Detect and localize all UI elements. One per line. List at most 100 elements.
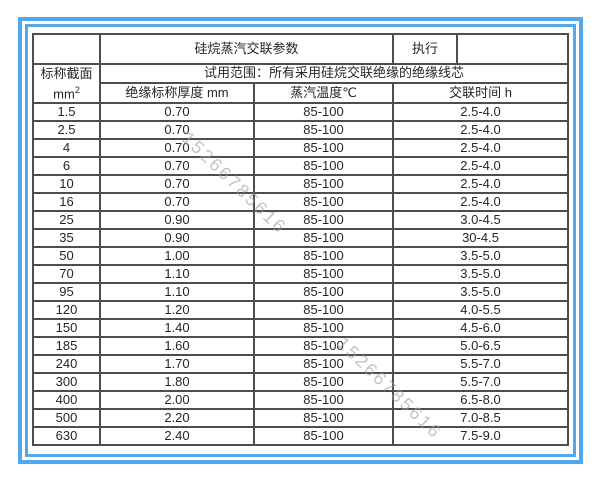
table-row: 630 2.40 85-100 7.5-9.0: [32, 426, 570, 447]
cell-steam-temperature: 85-100: [252, 138, 395, 159]
table-row: 16 0.70 85-100 2.5-4.0: [32, 192, 570, 213]
cell-insulation-thickness: 0.70: [99, 120, 255, 141]
table-row: 4 0.70 85-100 2.5-4.0: [32, 138, 570, 159]
execute-value-cell: [456, 33, 570, 65]
cell-steam-temperature: 85-100: [252, 390, 395, 411]
cell-nominal-section: 150: [32, 318, 101, 339]
table-row: 25 0.90 85-100 3.0-4.5: [32, 210, 570, 231]
cell-steam-temperature: 85-100: [252, 228, 395, 249]
cell-insulation-thickness: 2.00: [99, 390, 255, 411]
cell-insulation-thickness: 1.80: [99, 372, 255, 393]
outer-frame-border: 硅烷蒸汽交联参数 执行 标称截面 mm2 试用范围：所有采用硅烷交联绝缘的绝缘线…: [18, 17, 583, 464]
cell-steam-temperature: 85-100: [252, 372, 395, 393]
cell-insulation-thickness: 1.10: [99, 264, 255, 285]
cell-insulation-thickness: 0.70: [99, 174, 255, 195]
cell-nominal-section: 16: [32, 192, 101, 213]
col-header-time: 交联时间 h: [392, 81, 570, 105]
header-row-top: 硅烷蒸汽交联参数 执行: [32, 33, 570, 65]
cell-crosslink-time: 2.5-4.0: [392, 156, 570, 177]
cell-nominal-section: 4: [32, 138, 101, 159]
cell-insulation-thickness: 2.40: [99, 426, 255, 447]
cell-crosslink-time: 2.5-4.0: [392, 120, 570, 141]
cell-crosslink-time: 5.0-6.5: [392, 336, 570, 357]
table-row: 300 1.80 85-100 5.5-7.0: [32, 372, 570, 393]
cell-steam-temperature: 85-100: [252, 192, 395, 213]
cell-nominal-section: 1.5: [32, 102, 101, 123]
execute-header-cell: 执行: [392, 33, 459, 65]
cell-steam-temperature: 85-100: [252, 264, 395, 285]
cell-nominal-section: 240: [32, 354, 101, 375]
table-row: 500 2.20 85-100 7.0-8.5: [32, 408, 570, 429]
cell-insulation-thickness: 0.70: [99, 102, 255, 123]
corner-blank-cell: [32, 33, 101, 65]
cell-crosslink-time: 4.0-5.5: [392, 300, 570, 321]
cell-crosslink-time: 2.5-4.0: [392, 138, 570, 159]
col-header-thickness: 绝缘标称厚度 mm: [99, 81, 255, 105]
cell-crosslink-time: 30-4.5: [392, 228, 570, 249]
cell-steam-temperature: 85-100: [252, 102, 395, 123]
cell-steam-temperature: 85-100: [252, 336, 395, 357]
cell-nominal-section: 50: [32, 246, 101, 267]
header-row-scope: 标称截面 mm2 试用范围：所有采用硅烷交联绝缘的绝缘线芯: [32, 62, 570, 105]
table-row: 10 0.70 85-100 2.5-4.0: [32, 174, 570, 195]
cell-steam-temperature: 85-100: [252, 318, 395, 339]
cell-nominal-section: 120: [32, 300, 101, 321]
table-row: 120 1.20 85-100 4.0-5.5: [32, 300, 570, 321]
cell-crosslink-time: 3.5-5.0: [392, 246, 570, 267]
cell-insulation-thickness: 0.70: [99, 138, 255, 159]
cell-crosslink-time: 6.5-8.0: [392, 390, 570, 411]
cell-steam-temperature: 85-100: [252, 174, 395, 195]
cell-crosslink-time: 7.5-9.0: [392, 426, 570, 447]
cell-steam-temperature: 85-100: [252, 408, 395, 429]
table-row: 50 1.00 85-100 3.5-5.0: [32, 246, 570, 267]
table-row: 6 0.70 85-100 2.5-4.0: [32, 156, 570, 177]
cell-steam-temperature: 85-100: [252, 300, 395, 321]
cell-insulation-thickness: 1.20: [99, 300, 255, 321]
table-row: 95 1.10 85-100 3.5-5.0: [32, 282, 570, 303]
cell-steam-temperature: 85-100: [252, 210, 395, 231]
section-header-line1: 标称截面: [40, 66, 93, 81]
inner-frame-border: 硅烷蒸汽交联参数 执行 标称截面 mm2 试用范围：所有采用硅烷交联绝缘的绝缘线…: [25, 24, 576, 457]
section-header-unit: mm2: [53, 85, 80, 102]
crosslink-parameters-table: 硅烷蒸汽交联参数 执行 标称截面 mm2 试用范围：所有采用硅烷交联绝缘的绝缘线…: [32, 33, 570, 447]
cell-crosslink-time: 7.0-8.5: [392, 408, 570, 429]
cell-insulation-thickness: 1.60: [99, 336, 255, 357]
cell-insulation-thickness: 0.90: [99, 228, 255, 249]
cell-steam-temperature: 85-100: [252, 246, 395, 267]
cell-insulation-thickness: 0.70: [99, 192, 255, 213]
table-body: 1.5 0.70 85-100 2.5-4.0 2.5 0.70 85-100 2.5-4.0…: [32, 102, 570, 447]
cell-crosslink-time: 4.5-6.0: [392, 318, 570, 339]
cell-nominal-section: 25: [32, 210, 101, 231]
cell-crosslink-time: 5.5-7.0: [392, 372, 570, 393]
table-row: 35 0.90 85-100 30-4.5: [32, 228, 570, 249]
table-row: 2.5 0.70 85-100 2.5-4.0: [32, 120, 570, 141]
cell-insulation-thickness: 1.00: [99, 246, 255, 267]
cell-steam-temperature: 85-100: [252, 156, 395, 177]
table-row: 185 1.60 85-100 5.0-6.5: [32, 336, 570, 357]
scope-cell: 试用范围：所有采用硅烷交联绝缘的绝缘线芯: [98, 63, 570, 84]
table-title: 硅烷蒸汽交联参数: [98, 33, 395, 65]
header-row-columns: 绝缘标称厚度 mm 蒸汽温度℃ 交联时间 h: [33, 81, 570, 105]
cell-nominal-section: 630: [32, 426, 101, 447]
cell-nominal-section: 185: [32, 336, 101, 357]
cell-nominal-section: 95: [32, 282, 101, 303]
cell-steam-temperature: 85-100: [252, 120, 395, 141]
cell-insulation-thickness: 2.20: [99, 408, 255, 429]
cell-insulation-thickness: 1.40: [99, 318, 255, 339]
cell-insulation-thickness: 0.90: [99, 210, 255, 231]
cell-steam-temperature: 85-100: [252, 354, 395, 375]
cell-nominal-section: 6: [32, 156, 101, 177]
cell-crosslink-time: 2.5-4.0: [392, 102, 570, 123]
cell-steam-temperature: 85-100: [252, 426, 395, 447]
table-row: 240 1.70 85-100 5.5-7.0: [32, 354, 570, 375]
cell-nominal-section: 500: [32, 408, 101, 429]
cell-crosslink-time: 5.5-7.0: [392, 354, 570, 375]
cell-insulation-thickness: 0.70: [99, 156, 255, 177]
cell-crosslink-time: 2.5-4.0: [392, 192, 570, 213]
cell-nominal-section: 10: [32, 174, 101, 195]
cell-crosslink-time: 3.5-5.0: [392, 282, 570, 303]
section-header-cell: 标称截面 mm2: [32, 62, 101, 105]
cell-crosslink-time: 3.5-5.0: [392, 264, 570, 285]
cell-insulation-thickness: 1.70: [99, 354, 255, 375]
